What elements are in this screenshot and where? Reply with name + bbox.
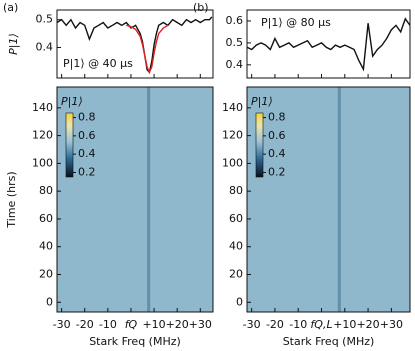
y-tick-label: 0.4 xyxy=(226,58,244,71)
y-tick-label: 40 xyxy=(229,240,243,253)
x-tick-label: +10 xyxy=(142,318,165,331)
x-tick-label: +20 xyxy=(166,318,189,331)
y-tick-label: 120 xyxy=(222,129,243,142)
colorbar-tick-label: 0.2 xyxy=(78,165,96,178)
x-axis-label: Stark Freq (MHz) xyxy=(89,335,181,348)
y-tick-label: 80 xyxy=(229,184,243,197)
colorbar-tick-label: 0.6 xyxy=(78,129,96,142)
x-tick-label: fQ,L xyxy=(310,318,332,331)
y-tick-label: 40 xyxy=(39,240,53,253)
axes-frame xyxy=(56,9,214,79)
y-tick-label: 100 xyxy=(32,156,53,169)
x-tick-label: fQ xyxy=(125,318,138,331)
heatmap-image xyxy=(247,87,410,312)
heatmap-band xyxy=(337,87,341,312)
y-tick-label: 0.5 xyxy=(226,36,244,49)
colorbar-label: P|1⟩ xyxy=(61,95,83,108)
x-tick-label: +30 xyxy=(189,318,212,331)
colorbar-tick-label: 0.8 xyxy=(78,111,96,124)
x-tick-label: +10 xyxy=(333,318,356,331)
x-tick-label: -30 xyxy=(53,318,71,331)
y-tick-label: 0 xyxy=(236,295,243,308)
x-tick-label: -20 xyxy=(76,318,94,331)
colorbar-tick-label: 0.2 xyxy=(268,165,286,178)
x-tick-label: -10 xyxy=(289,318,307,331)
y-tick-label: 100 xyxy=(222,156,243,169)
y-tick-label: 80 xyxy=(39,184,53,197)
colorbar-tick-label: 0.6 xyxy=(268,129,286,142)
axes-frame xyxy=(246,9,411,79)
axes-frame xyxy=(56,86,214,313)
y-tick-label: 140 xyxy=(32,101,53,114)
heatmap-image xyxy=(57,87,213,312)
colorbar-label: P|1⟩ xyxy=(251,95,273,108)
panel-label: (b) xyxy=(193,1,209,14)
annotation: P|1⟩ @ 40 μs xyxy=(63,57,133,70)
x-tick-label: -30 xyxy=(243,318,261,331)
y-axis-label: Time (hrs) xyxy=(5,171,18,228)
y-axis-label: P|1⟩ xyxy=(7,33,20,55)
x-tick-label: +20 xyxy=(356,318,379,331)
line-series xyxy=(126,24,169,75)
y-tick-label: 60 xyxy=(39,212,53,225)
x-tick-label: -20 xyxy=(266,318,284,331)
y-tick-label: 20 xyxy=(39,268,53,281)
x-axis-label: Stark Freq (MHz) xyxy=(283,335,375,348)
y-tick-label: 120 xyxy=(32,129,53,142)
line-series xyxy=(56,16,213,74)
heatmap-band xyxy=(147,87,151,312)
x-tick-label: +30 xyxy=(380,318,403,331)
colorbar-tick-label: 0.4 xyxy=(78,147,96,160)
y-tick-label: 0.5 xyxy=(36,13,54,26)
line-series xyxy=(246,17,411,72)
y-tick-label: 140 xyxy=(222,101,243,114)
colorbar xyxy=(65,112,74,178)
axes-frame xyxy=(246,86,411,313)
y-tick-label: 0.6 xyxy=(226,14,244,27)
y-tick-label: 60 xyxy=(229,212,243,225)
panel-label: (a) xyxy=(3,1,18,14)
colorbar-tick-label: 0.8 xyxy=(268,111,286,124)
y-tick-label: 0.4 xyxy=(36,40,54,53)
y-tick-label: 0 xyxy=(46,295,53,308)
annotation: P|1⟩ @ 80 μs xyxy=(261,16,331,29)
y-tick-label: 20 xyxy=(229,268,243,281)
colorbar-tick-label: 0.4 xyxy=(268,147,286,160)
colorbar xyxy=(255,112,264,178)
x-tick-label: -10 xyxy=(99,318,117,331)
